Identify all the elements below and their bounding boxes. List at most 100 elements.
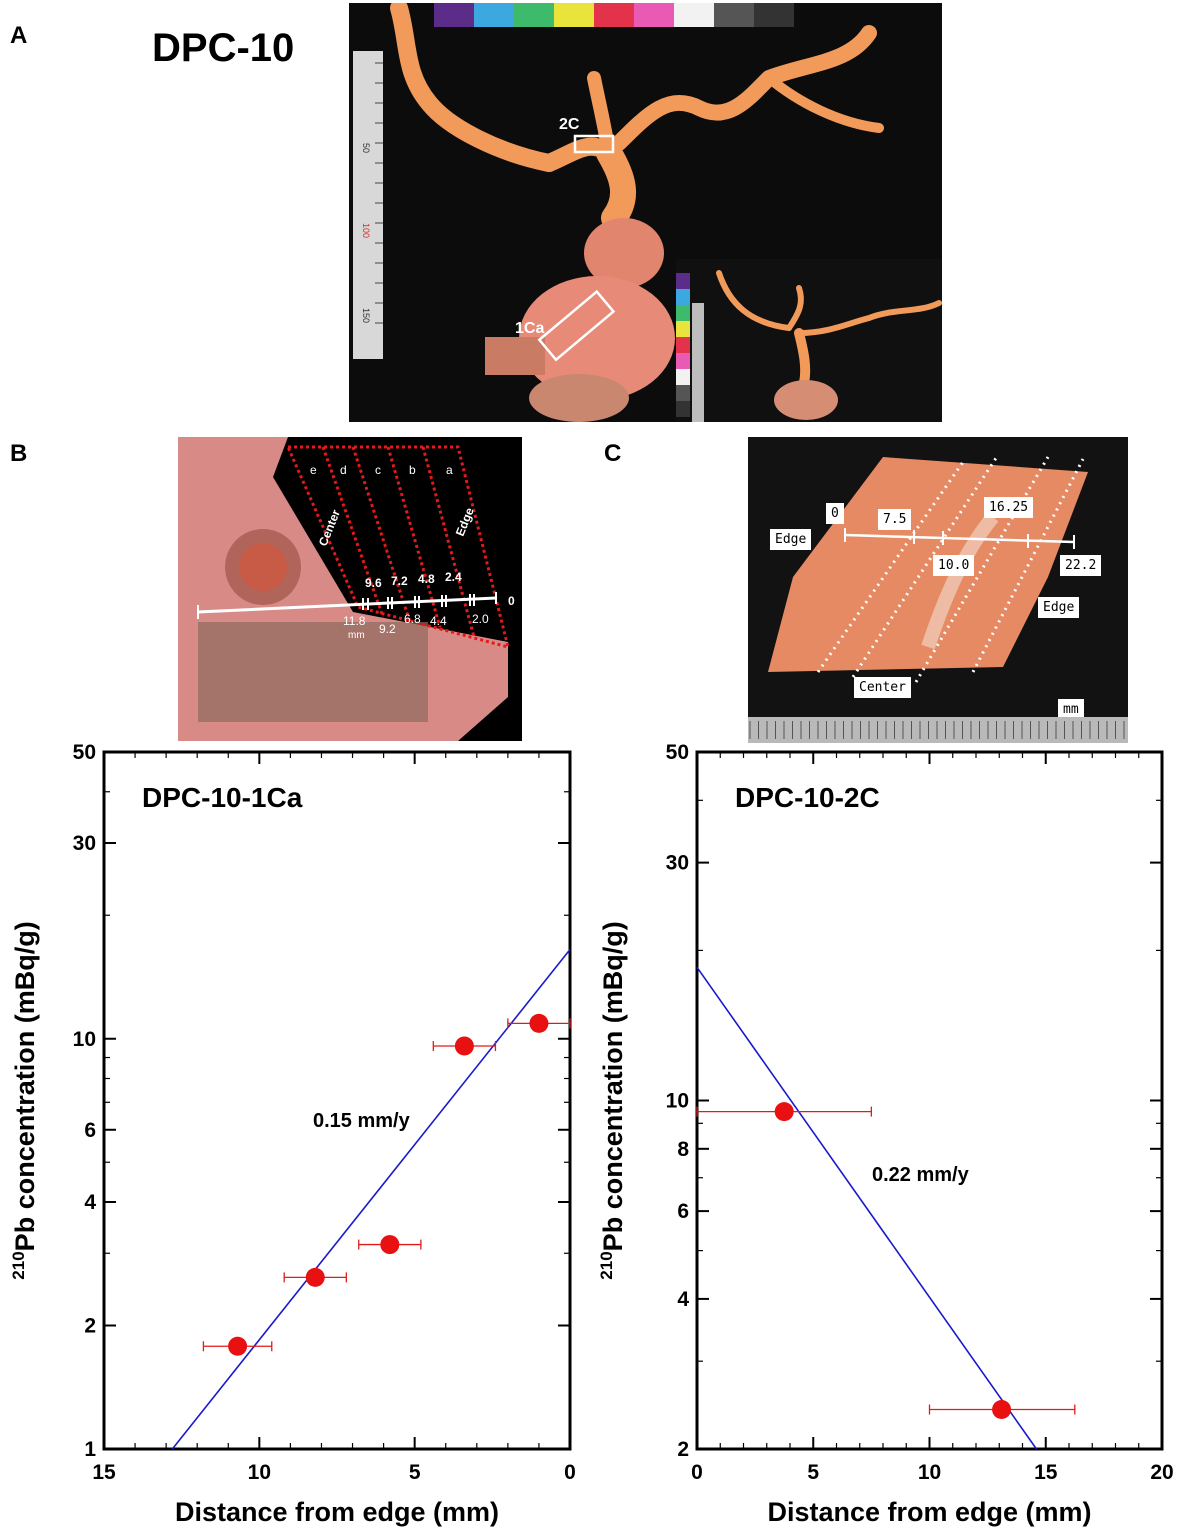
- chart-dpc-10-2c: 0 5 10 15 20 2 4 6 8 10 30 50 DPC-10-2C 0.22 mm/y Dist…: [597, 741, 1174, 1527]
- x-axis-label: Distance from edge (mm): [175, 1497, 499, 1527]
- y-tick-label: 2: [677, 1438, 689, 1461]
- value-label: 10.0: [933, 555, 975, 576]
- coral-base-section: [584, 218, 664, 288]
- data-point: [454, 1036, 474, 1056]
- color-chart-swatch: [594, 3, 634, 27]
- data-point: [305, 1267, 325, 1287]
- specimen-title: DPC-10: [152, 26, 295, 70]
- y-axis-label-superscript: 210: [597, 1251, 616, 1279]
- upper-tick: 2.4: [445, 570, 462, 584]
- upper-tick: 4.8: [418, 572, 435, 586]
- panel-label-a: A: [10, 22, 28, 49]
- inset-color-swatch: [676, 353, 690, 369]
- inset-color-swatch: [676, 273, 690, 289]
- center-label: Center: [316, 507, 343, 548]
- inset-color-swatch: [676, 289, 690, 305]
- ruler: [353, 51, 383, 359]
- color-chart-swatch: [514, 3, 554, 27]
- x-tick-label: 0: [564, 1461, 576, 1484]
- inset-color-swatch: [676, 321, 690, 337]
- inset-color-swatch: [676, 385, 690, 401]
- transect-ticks: [197, 592, 497, 619]
- y-tick-label: 30: [666, 852, 689, 875]
- section-porous-base: [198, 622, 428, 722]
- zero-label: 0: [508, 594, 515, 608]
- upper-tick: 9.6: [365, 576, 382, 590]
- plot-frame: [695, 750, 1164, 1451]
- y-tick-label: 10: [73, 1028, 96, 1051]
- zone-letter: c: [375, 463, 381, 477]
- y-axis-label: 210Pb concentration (mBq/g): [9, 921, 40, 1279]
- lower-tick-labels: 11.8 9.2 6.8 4.4 2.0: [343, 612, 489, 636]
- value-label: 22.2: [1060, 555, 1102, 576]
- lower-tick: 11.8: [343, 614, 366, 628]
- color-chart-swatch: [434, 3, 474, 27]
- color-chart-swatch: [634, 3, 674, 27]
- color-chart-swatch: [474, 3, 514, 27]
- color-chart-swatch: [714, 3, 754, 27]
- data-point: [228, 1336, 248, 1356]
- lower-tick: 4.4: [430, 614, 447, 628]
- x-axis-label: Distance from edge (mm): [767, 1497, 1091, 1527]
- y-axis-label: 210Pb concentration (mBq/g): [597, 921, 628, 1279]
- color-chart-swatch: [674, 3, 714, 27]
- y-axis-label-main: Pb concentration (mBq/g): [598, 921, 628, 1251]
- sample-label-1ca: 1Ca: [515, 320, 544, 337]
- data-point: [529, 1013, 549, 1033]
- y-tick-label: 30: [73, 832, 96, 855]
- inset-coral-branches: [716, 270, 942, 388]
- coral-fragment: [485, 337, 545, 375]
- sample-box-2c: [573, 134, 615, 154]
- zone-dividers: [816, 454, 1085, 683]
- y-tick-label: 50: [73, 741, 96, 764]
- zone-letters: e d c b a: [310, 463, 453, 477]
- section-photo-b: e d c b a Center Edge 9.6 7.2 4.8 2.4 0 …: [178, 437, 522, 741]
- edge-label: Edge: [453, 505, 477, 538]
- y-axis-label-superscript: 210: [9, 1251, 28, 1279]
- plot-frame: [102, 750, 572, 1451]
- x-tick-label: 10: [918, 1461, 941, 1484]
- edge-left-label: Edge: [770, 529, 812, 550]
- color-chart: [434, 3, 794, 27]
- y-tick-label: 2: [84, 1315, 96, 1338]
- inset-color-chart: [676, 273, 690, 417]
- fit-line: [696, 966, 1038, 1450]
- data-point: [380, 1235, 400, 1255]
- section-photo-c-drawing: [768, 454, 1088, 683]
- zone-outline: [285, 445, 511, 650]
- x-tick-label: 15: [92, 1461, 116, 1484]
- coral-branches: [390, 3, 884, 231]
- chart-title: DPC-10-2C: [735, 782, 880, 813]
- inset-color-swatch: [676, 369, 690, 385]
- ruler-number: 150: [361, 308, 371, 323]
- ruler-number: 50: [361, 143, 371, 153]
- coral-base-section: [529, 374, 629, 422]
- scale-ruler: [748, 717, 1128, 743]
- inset-ruler: [692, 303, 704, 422]
- y-tick-label: 4: [84, 1191, 96, 1214]
- panel-label-c: C: [604, 440, 622, 467]
- y-axis-label-main: Pb concentration (mBq/g): [10, 921, 40, 1251]
- y-tick-label: 4: [677, 1288, 689, 1311]
- sample-box-1ca: [537, 289, 616, 362]
- lower-tick: 9.2: [379, 622, 396, 636]
- x-tick-label: 5: [409, 1461, 421, 1484]
- zone-letter: e: [310, 463, 317, 477]
- transect-line: [844, 533, 1075, 544]
- y-tick-label: 1: [84, 1438, 96, 1461]
- edge-right-label: Edge: [1038, 597, 1080, 618]
- coral-photo-a-drawing: 50 100 150 2C 1Ca: [353, 3, 942, 422]
- coral-base-section: [519, 276, 675, 400]
- x-tick-label: 20: [1150, 1461, 1173, 1484]
- x-tick-label: 0: [691, 1461, 703, 1484]
- zone-letter: d: [340, 463, 347, 477]
- fit-line: [171, 949, 571, 1450]
- section-center-feature: [239, 543, 287, 591]
- zone-dividers: [321, 446, 476, 638]
- y-tick-label: 6: [84, 1119, 96, 1142]
- upper-tick-labels: 9.6 7.2 4.8 2.4: [365, 570, 462, 590]
- data-point: [774, 1102, 794, 1122]
- inset-color-swatch: [676, 305, 690, 321]
- unit-label: mm: [1058, 699, 1084, 720]
- y-tick-label: 10: [666, 1090, 689, 1113]
